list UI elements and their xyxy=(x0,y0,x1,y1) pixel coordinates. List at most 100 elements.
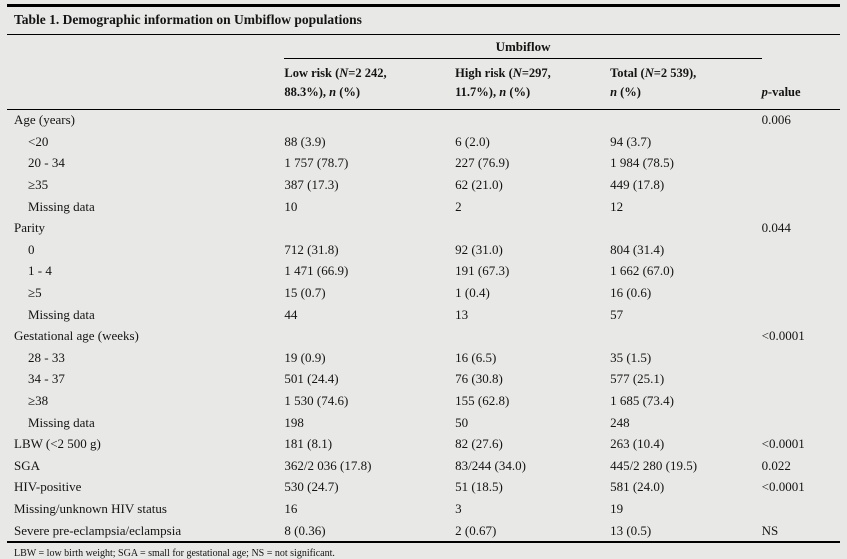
group-header-row: Umbiflow xyxy=(7,35,840,59)
cell-p-value: <0.0001 xyxy=(761,479,805,495)
cell-total: 1 984 (78.5) xyxy=(610,155,674,171)
row-label: ≥35 xyxy=(28,177,49,193)
cell-low-risk: 1 757 (78.7) xyxy=(284,155,349,171)
table-row: ≥35 387 (17.3) 62 (21.0) 449 (17.8) xyxy=(7,174,840,196)
cell-total: 13 (0.5) xyxy=(610,522,652,538)
empty-header-cell xyxy=(7,58,285,110)
row-label: 1 - 4 xyxy=(28,263,52,279)
table-row: 28 - 33 19 (0.9) 16 (6.5) 35 (1.5) xyxy=(7,347,840,369)
column-header-line: 11.7%), n (%) xyxy=(455,84,531,99)
cell-total: 449 (17.8) xyxy=(610,177,665,193)
row-label: LBW (<2 500 g) xyxy=(14,436,101,452)
row-label: Severe pre-eclampsia/eclampsia xyxy=(14,522,182,538)
cell-low-risk: 1 530 (74.6) xyxy=(284,393,349,409)
empty-header-cell xyxy=(762,35,840,59)
cell-p-value xyxy=(762,196,840,218)
table-row: ≥38 1 530 (74.6) 155 (62.8) 1 685 (73.4) xyxy=(7,390,840,412)
row-label: 34 - 37 xyxy=(28,371,65,387)
cell-low-risk: 10 xyxy=(284,198,298,214)
cell-low-risk: 16 xyxy=(284,500,298,516)
cell-high-risk: 2 (0.67) xyxy=(455,522,497,538)
cell-high-risk: 76 (30.8) xyxy=(455,371,503,387)
cell-high-risk xyxy=(455,217,610,239)
column-header-total: Total (N=2 539), n (%) xyxy=(610,58,762,110)
column-header-line: Low risk (N=2 242, xyxy=(284,66,387,80)
cell-p-value: <0.0001 xyxy=(761,436,805,452)
table-footnote: LBW = low birth weight; SGA = small for … xyxy=(14,548,335,559)
cell-low-risk: 181 (8.1) xyxy=(284,436,333,452)
cell-p-value: 0.044 xyxy=(761,220,791,236)
cell-high-risk: 62 (21.0) xyxy=(455,177,503,193)
cell-total: 577 (25.1) xyxy=(610,371,665,387)
cell-total: 263 (10.4) xyxy=(610,436,665,452)
cell-p-value xyxy=(762,174,840,196)
cell-total: 804 (31.4) xyxy=(610,241,665,257)
cell-low-risk: 387 (17.3) xyxy=(284,177,339,193)
cell-total: 1 685 (73.4) xyxy=(610,393,674,409)
column-header-low-risk: Low risk (N=2 242, 88.3%), n (%) xyxy=(284,58,456,110)
cell-low-risk: 44 xyxy=(284,306,298,322)
table-row: Missing data 198 50 248 xyxy=(7,412,840,434)
column-header-p-value: p-value xyxy=(761,58,840,110)
table-row: 20 - 34 1 757 (78.7) 227 (76.9) 1 984 (78.5… xyxy=(7,153,840,175)
cell-p-value: 0.022 xyxy=(761,457,791,473)
row-label: ≥5 xyxy=(28,285,42,301)
cell-high-risk: 16 (6.5) xyxy=(455,349,497,365)
cell-total xyxy=(610,109,762,131)
cell-low-risk xyxy=(284,109,455,131)
table-body: Age (years) 0.006 <20 88 (3.9) 6 (2.0) 94 (3.… xyxy=(7,109,840,542)
cell-high-risk: 82 (27.6) xyxy=(455,436,503,452)
cell-p-value xyxy=(762,239,840,261)
table-row: Missing data 10 2 12 xyxy=(7,196,840,218)
cell-high-risk: 83/244 (34.0) xyxy=(455,457,526,473)
cell-high-risk: 3 xyxy=(455,500,462,516)
cell-low-risk: 712 (31.8) xyxy=(284,241,339,257)
cell-low-risk: 8 (0.36) xyxy=(284,522,326,538)
table-row: 0 712 (31.8) 92 (31.0) 804 (31.4) xyxy=(7,239,840,261)
table-row: 34 - 37 501 (24.4) 76 (30.8) 577 (25.1) xyxy=(7,369,840,391)
table-row: Gestational age (weeks) <0.0001 xyxy=(7,325,840,347)
row-label: HIV-positive xyxy=(14,479,82,495)
cell-high-risk: 51 (18.5) xyxy=(455,479,503,495)
cell-p-value xyxy=(762,390,840,412)
column-header-high-risk: High risk (N=297, 11.7%), n (%) xyxy=(455,58,611,110)
cell-p-value: 0.006 xyxy=(761,112,791,128)
cell-total xyxy=(610,325,762,347)
cell-total: 16 (0.6) xyxy=(610,285,652,301)
cell-p-value xyxy=(762,498,840,520)
row-label: Parity xyxy=(14,220,46,236)
row-label: 20 - 34 xyxy=(28,155,65,171)
row-label: Gestational age (weeks) xyxy=(14,328,139,344)
table-row: HIV-positive 530 (24.7) 51 (18.5) 581 (24.0… xyxy=(7,477,840,499)
row-label: SGA xyxy=(14,457,41,473)
cell-total: 94 (3.7) xyxy=(610,133,652,149)
cell-high-risk: 13 xyxy=(455,306,469,322)
column-header-line: High risk (N=297, xyxy=(455,66,551,80)
row-label: Age (years) xyxy=(14,112,75,128)
table-row: Age (years) 0.006 xyxy=(7,109,840,131)
cell-total: 445/2 280 (19.5) xyxy=(610,457,698,473)
cell-p-value xyxy=(762,282,840,304)
umbiflow-group-header: Umbiflow xyxy=(284,35,762,59)
cell-total: 35 (1.5) xyxy=(610,349,652,365)
row-label: Missing data xyxy=(28,306,95,322)
cell-total: 19 xyxy=(610,500,624,516)
cell-high-risk: 1 (0.4) xyxy=(455,285,490,301)
cell-p-value xyxy=(762,153,840,175)
cell-p-value xyxy=(762,131,840,153)
row-label: 28 - 33 xyxy=(28,349,65,365)
column-header-line: 88.3%), n (%) xyxy=(284,84,361,99)
empty-header-cell xyxy=(7,35,284,59)
cell-high-risk xyxy=(455,109,610,131)
column-header-line: n (%) xyxy=(610,84,641,99)
cell-p-value xyxy=(762,347,840,369)
cell-low-risk xyxy=(284,217,455,239)
row-label: ≥38 xyxy=(28,393,49,409)
table-row: ≥5 15 (0.7) 1 (0.4) 16 (0.6) xyxy=(7,282,840,304)
cell-total: 1 662 (67.0) xyxy=(610,263,674,279)
cell-high-risk xyxy=(455,325,610,347)
cell-high-risk: 50 xyxy=(455,414,469,430)
table-row: Missing/unknown HIV status 16 3 19 xyxy=(7,498,840,520)
table-row: Missing data 44 13 57 xyxy=(7,304,840,326)
row-label: Missing data xyxy=(28,198,95,214)
